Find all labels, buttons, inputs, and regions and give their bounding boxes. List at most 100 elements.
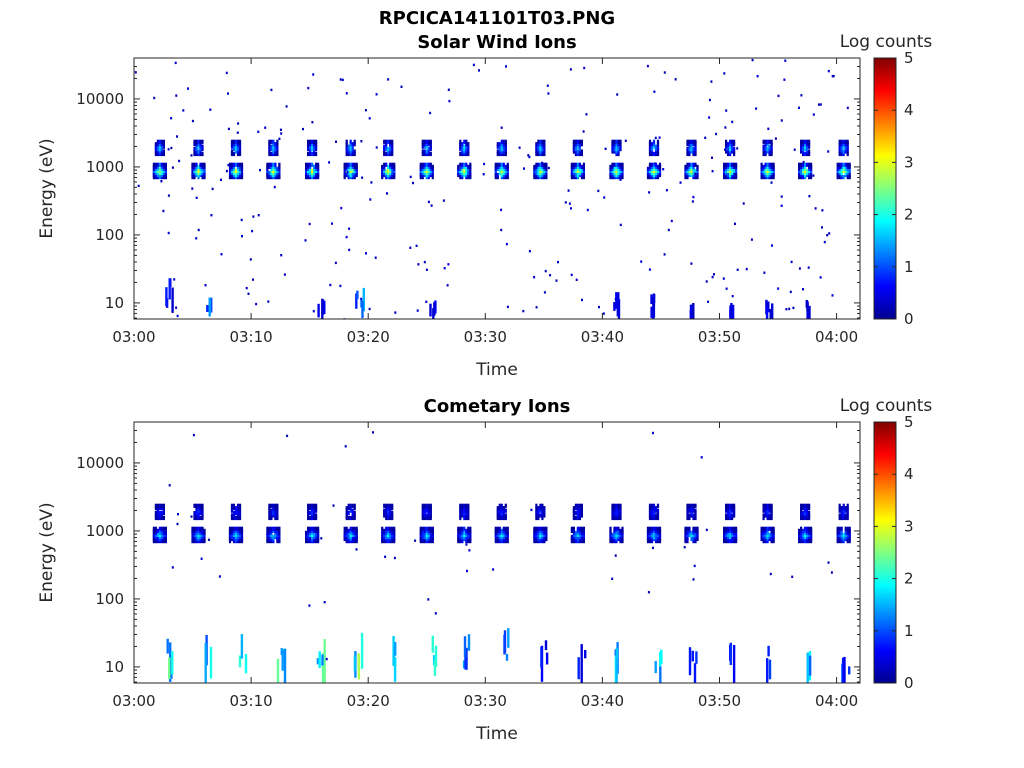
band-cell xyxy=(688,508,691,513)
band-cell xyxy=(804,513,807,518)
band-cell xyxy=(694,147,697,152)
band-cell xyxy=(315,526,318,531)
band-cell xyxy=(351,513,354,518)
band-cell xyxy=(429,534,432,540)
band-cell xyxy=(387,511,390,516)
band-cell xyxy=(615,503,618,508)
noise-cell xyxy=(429,111,432,115)
band-cell xyxy=(727,532,730,537)
band-cell xyxy=(574,149,577,154)
noise-cell xyxy=(647,591,650,594)
band-cell xyxy=(731,144,734,149)
band-cell xyxy=(228,170,232,176)
band-cell xyxy=(158,149,161,154)
noise-cell xyxy=(663,253,666,256)
band-cell xyxy=(199,508,202,513)
streak-cell xyxy=(353,655,357,672)
band-cell xyxy=(572,175,575,180)
band-cell xyxy=(268,170,271,176)
band-cell xyxy=(694,526,697,531)
noise-cell xyxy=(360,140,363,143)
band-cell xyxy=(688,503,691,508)
band-cell xyxy=(496,172,499,178)
band-cell xyxy=(496,144,499,149)
streak-cell xyxy=(393,658,397,667)
band-cell xyxy=(650,513,654,518)
band-cell xyxy=(349,526,352,531)
band-cell xyxy=(494,162,497,167)
band-cell xyxy=(234,139,238,144)
band-cell xyxy=(611,144,614,149)
streak-cell xyxy=(168,278,171,300)
noise-cell xyxy=(339,78,342,81)
noise-cell xyxy=(177,513,179,516)
band-cell xyxy=(393,162,396,167)
band-cell xyxy=(611,503,614,508)
band-cell xyxy=(692,142,695,147)
band-cell xyxy=(313,139,316,144)
band-cell xyxy=(156,151,159,157)
band-cell xyxy=(690,530,693,535)
band-cell xyxy=(582,530,585,535)
band-cell xyxy=(199,506,202,511)
noise-cell xyxy=(802,160,805,164)
band-cell xyxy=(162,503,165,508)
x-tick-label: 03:50 xyxy=(698,692,741,710)
band-cell xyxy=(804,515,807,521)
band-cell xyxy=(307,151,310,157)
x-tick-label: 03:00 xyxy=(112,328,155,346)
band-cell xyxy=(842,515,845,521)
band-cell xyxy=(578,142,581,147)
band-cell xyxy=(419,162,422,167)
band-cell xyxy=(768,147,771,152)
noise-cell xyxy=(372,431,374,434)
noise-cell xyxy=(286,434,289,438)
band-cell xyxy=(804,511,807,516)
noise-cell xyxy=(831,294,834,297)
band-cell xyxy=(613,511,616,516)
band-cell xyxy=(383,528,386,533)
band-cell xyxy=(238,151,242,157)
band-cell xyxy=(389,508,392,513)
band-cell xyxy=(467,515,470,521)
streak-cell xyxy=(166,638,169,654)
noise-cell xyxy=(723,72,726,75)
band-cell xyxy=(270,139,273,144)
band-cell xyxy=(541,513,544,518)
band-cell xyxy=(729,513,732,518)
band-cell xyxy=(766,511,769,516)
noise-cell xyxy=(308,604,311,607)
band-cell xyxy=(615,162,618,167)
band-cell xyxy=(570,526,573,531)
band-cell xyxy=(457,164,460,169)
band-cell xyxy=(383,511,386,516)
noise-cell xyxy=(466,569,468,573)
band-cell xyxy=(688,149,691,154)
band-cell xyxy=(427,142,430,147)
band-cell xyxy=(500,147,503,152)
band-cell xyxy=(429,506,432,511)
band-cell xyxy=(197,139,200,144)
noise-cell xyxy=(500,208,503,212)
band-cell xyxy=(461,151,464,157)
band-cell xyxy=(429,503,432,508)
band-cell xyxy=(309,515,312,521)
band-cell xyxy=(609,175,612,180)
noise-cell xyxy=(771,244,773,247)
band-cell xyxy=(539,139,542,144)
band-cell xyxy=(838,151,841,157)
band-cell xyxy=(804,147,807,152)
band-cell xyxy=(578,539,581,544)
y-tick-label: 10 xyxy=(105,658,124,676)
band-cell xyxy=(234,168,238,173)
noise-cell xyxy=(468,549,471,552)
band-cell xyxy=(315,175,318,180)
band-cell xyxy=(535,149,538,154)
band-cell xyxy=(195,508,198,513)
band-cell xyxy=(842,508,845,513)
band-cell xyxy=(381,164,384,169)
colorbar-tick-label: 0 xyxy=(904,310,914,328)
band-cell xyxy=(387,168,390,173)
band-cell xyxy=(729,151,732,157)
noise-cell xyxy=(755,107,758,110)
